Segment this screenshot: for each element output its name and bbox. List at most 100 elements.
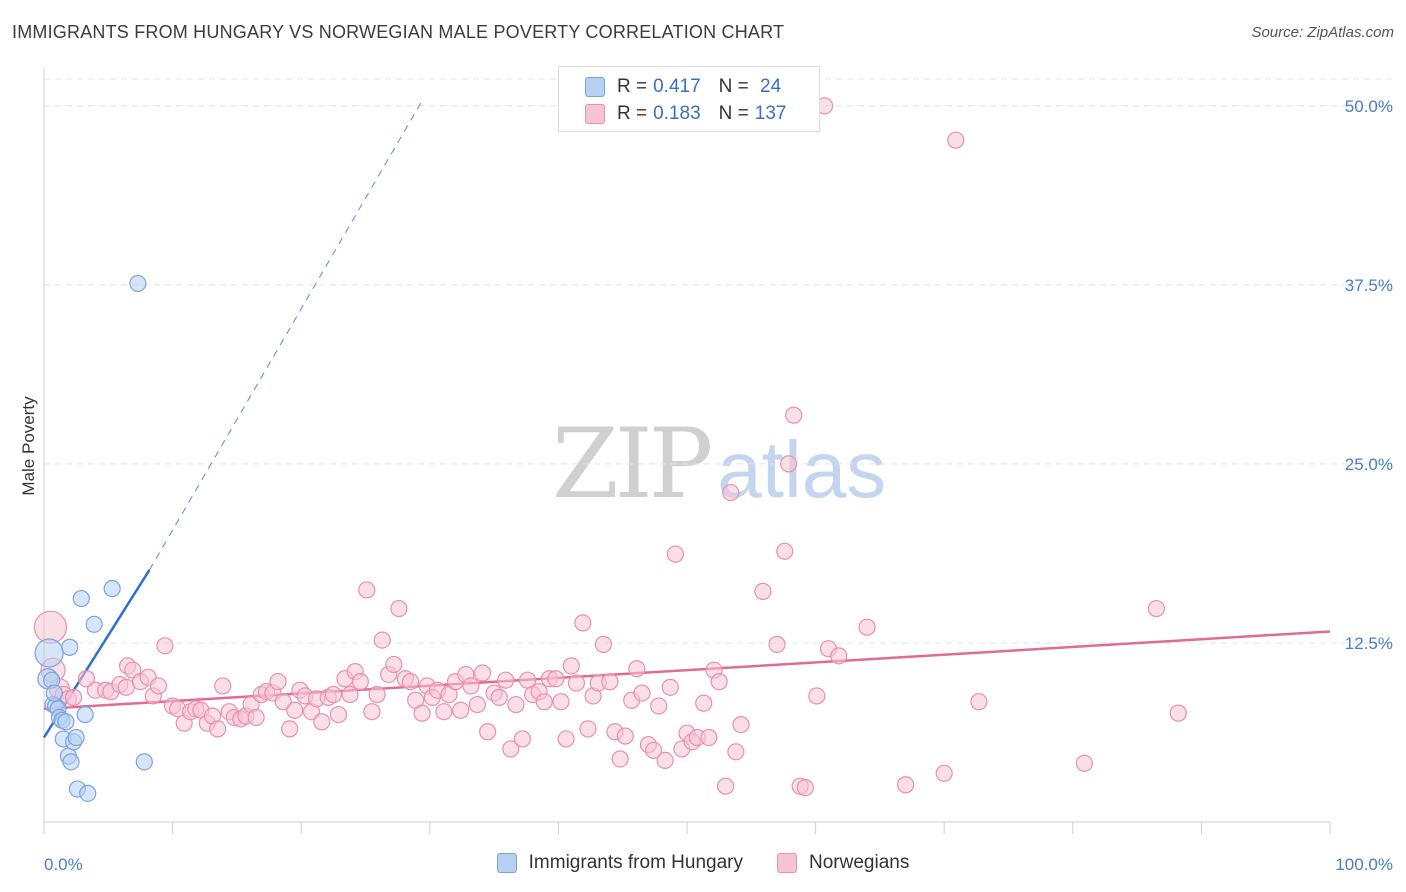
point-norwegians <box>567 674 586 692</box>
point-hungary <box>67 728 85 747</box>
x-tick-label: 100.0% <box>1335 855 1393 874</box>
point-norwegians <box>452 701 470 719</box>
source-label: Source: ZipAtlas.com <box>1251 24 1394 41</box>
point-hungary <box>103 579 121 598</box>
legend-n-label: N = <box>718 103 749 124</box>
point-norwegians <box>562 657 580 675</box>
watermark-atlas: atlas <box>717 425 887 514</box>
point-norwegians <box>497 671 515 689</box>
point-norwegians <box>313 713 331 731</box>
point-hungary <box>62 753 80 771</box>
point-norwegians <box>779 455 798 473</box>
point-norwegians <box>462 677 480 695</box>
legend-n-value: 137 <box>754 103 787 124</box>
axes <box>43 68 1331 834</box>
point-norwegians <box>435 703 453 721</box>
point-norwegians <box>1169 704 1187 722</box>
chart-title: IMMIGRANTS FROM HUNGARY VS NORWEGIAN MAL… <box>12 22 785 42</box>
legend-row-norwegians: R = 0.183 N = 137 <box>585 101 786 127</box>
point-norwegians <box>1147 599 1165 618</box>
point-norwegians <box>644 741 663 759</box>
point-norwegians <box>479 723 497 741</box>
point-norwegians <box>601 673 619 691</box>
point-norwegians <box>557 730 575 748</box>
point-norwegians <box>633 684 651 702</box>
series-legend-norwegians: Norwegians <box>777 852 909 874</box>
point-hungary <box>85 615 103 633</box>
point-norwegians <box>650 697 668 715</box>
point-hungary <box>76 705 94 724</box>
grid-lines <box>44 78 1394 644</box>
data-points <box>33 97 1187 802</box>
series-label-hungary: Immigrants from Hungary <box>528 852 743 873</box>
point-norwegians <box>490 688 508 706</box>
series-legend: Immigrants from Hungary Norwegians <box>0 852 1406 874</box>
series-swatch-hungary <box>496 853 517 873</box>
point-norwegians <box>373 631 391 649</box>
point-norwegians <box>935 764 953 782</box>
trend-lines <box>42 98 1331 739</box>
point-norwegians <box>33 610 68 644</box>
point-hungary <box>34 638 64 668</box>
point-norwegians <box>513 730 531 748</box>
point-norwegians <box>574 614 592 632</box>
y-tick-label: 25.0% <box>1345 455 1393 474</box>
y-tick-label: 12.5% <box>1345 634 1393 653</box>
point-norwegians <box>552 693 570 711</box>
point-norwegians <box>351 673 369 691</box>
point-norwegians <box>209 720 227 738</box>
point-hungary <box>61 638 79 656</box>
legend-swatch-norwegians <box>585 104 605 124</box>
point-norwegians <box>594 635 613 653</box>
point-norwegians <box>754 582 772 600</box>
point-norwegians <box>214 677 232 695</box>
legend-r-label: R = <box>617 76 648 97</box>
point-norwegians <box>473 664 492 682</box>
point-norwegians <box>611 750 629 768</box>
point-norwegians <box>324 685 342 704</box>
point-norwegians <box>329 705 348 724</box>
point-hungary <box>72 589 90 608</box>
series-label-norwegians: Norwegians <box>809 852 910 873</box>
point-norwegians <box>656 751 674 770</box>
series-legend-hungary: Immigrants from Hungary <box>496 852 743 874</box>
legend-n-value: 24 <box>754 76 782 97</box>
point-norwegians <box>286 701 304 719</box>
series-swatch-norwegians <box>777 853 797 873</box>
point-norwegians <box>274 693 292 711</box>
correlation-legend: R = 0.417 N = 24 R = 0.183 N = 137 <box>558 66 820 132</box>
x-tick-label: 0.0% <box>44 855 83 874</box>
y-tick-label: 50.0% <box>1345 97 1393 116</box>
point-norwegians <box>858 618 876 636</box>
point-norwegians <box>77 670 96 688</box>
point-norwegians <box>535 693 553 711</box>
point-norwegians <box>722 483 740 502</box>
point-norwegians <box>64 688 83 706</box>
point-norwegians <box>732 715 750 734</box>
axis-labels: 12.5% 25.0% 37.5% 50.0% 0.0% 100.0% Male Pover… <box>19 97 1393 874</box>
point-norwegians <box>970 693 988 711</box>
point-norwegians <box>785 406 803 424</box>
watermark: ZIP atlas <box>552 408 886 520</box>
point-hungary <box>129 274 147 293</box>
point-norwegians <box>666 545 685 563</box>
point-hungary <box>45 684 63 702</box>
point-norwegians <box>776 542 794 560</box>
point-norwegians <box>947 131 965 149</box>
point-norwegians <box>358 581 376 599</box>
point-norwegians <box>830 647 848 665</box>
legend-row-hungary: R = 0.417 N = 24 <box>585 74 781 100</box>
point-norwegians <box>796 779 814 797</box>
legend-r-label: R = <box>617 103 648 124</box>
point-norwegians <box>616 727 634 745</box>
legend-swatch-hungary <box>585 77 605 97</box>
point-norwegians <box>579 720 597 738</box>
point-norwegians <box>363 703 381 721</box>
point-norwegians <box>628 660 646 678</box>
legend-n-label: N = <box>718 76 749 97</box>
point-norwegians <box>390 599 408 618</box>
point-norwegians <box>156 637 174 655</box>
point-norwegians <box>695 694 713 712</box>
point-norwegians <box>385 655 403 674</box>
